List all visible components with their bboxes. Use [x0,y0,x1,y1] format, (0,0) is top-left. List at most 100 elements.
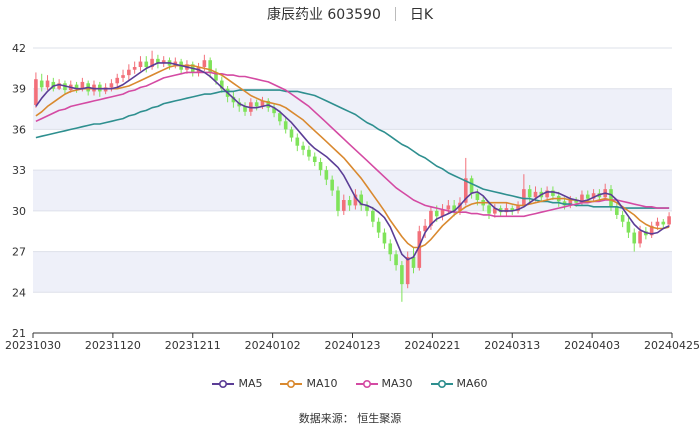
candle-body [144,61,149,67]
candle-body [289,129,294,138]
candle-body [463,178,468,203]
legend-marker-icon [355,379,378,388]
legend-label: MA10 [306,377,338,390]
candle-body [394,254,398,266]
candle-body [452,205,456,211]
candle-body [388,243,393,255]
candle-body [121,75,125,78]
candle-body [283,121,288,130]
candle-body [574,200,578,203]
legend-label: MA60 [456,377,488,390]
candle-body [429,210,433,226]
candle-body [545,190,549,198]
candle-body [219,80,224,89]
candle-body [527,189,532,198]
candle-body [609,189,613,207]
candle-body [533,191,538,198]
candle-body [208,60,212,73]
candle-body [551,190,555,196]
candle-body [434,210,439,217]
period-label: 日K [409,7,434,23]
candle-body [487,205,491,214]
candle-body [260,100,265,107]
candle-body [667,216,671,225]
legend-item-ma30[interactable]: MA30 [355,377,413,390]
candle-body [45,80,50,88]
candle-body [365,205,369,211]
candle-body [243,106,247,112]
candle-body [347,200,352,206]
ma60-line [35,89,670,209]
candle-body [353,194,358,206]
x-tick-label: 20240221 [404,339,460,352]
candle-body [254,102,259,107]
candle-body [655,221,660,226]
x-tick-label: 20231211 [165,339,221,352]
candle-body [80,81,85,89]
candle-body [371,210,375,222]
candle-body [138,61,143,67]
candle-body [318,162,323,171]
candle-body [458,202,462,211]
y-tick-label: 33 [12,164,26,177]
candle-body [156,58,160,63]
stock-name: 康辰药业 603590 [266,7,381,23]
candle-body [202,60,207,67]
candle-body [568,200,573,206]
candle-body [272,107,276,114]
y-tick-label: 42 [12,42,26,55]
candle-body [301,145,305,150]
candle-body [359,194,364,206]
candle-body [580,194,584,203]
ma30-line [35,71,670,218]
x-tick-label: 20240403 [564,339,620,352]
candle-body [516,205,520,211]
y-tick-label: 36 [12,123,26,136]
candle-body [127,69,131,76]
legend-item-ma10[interactable]: MA10 [280,377,338,390]
x-tick-label: 20240123 [325,339,381,352]
candle-body [382,232,387,244]
x-tick-label: 20240425 [644,339,700,352]
candle-body [632,232,637,244]
y-tick-label: 39 [12,83,26,96]
chart-title: 康辰药业 603590 日K [0,4,700,24]
candle-body [57,83,61,89]
candle-body [231,96,236,103]
candle-body [446,205,451,210]
y-tick-label: 27 [12,246,26,259]
candle-body [440,209,445,217]
candle-body [411,257,416,268]
candle-body [620,214,625,222]
candle-body [475,193,480,200]
candle-body [307,149,311,157]
candle-body [295,137,300,146]
x-tick-label: 20231030 [5,339,61,352]
grid-band [33,251,672,293]
legend-item-ma60[interactable]: MA60 [430,377,488,390]
ma5-line [35,62,670,261]
legend-marker-icon [212,379,235,388]
candle-body [341,200,346,211]
candle-body [214,72,218,81]
candle-body [649,225,654,236]
title-separator [394,7,396,21]
candle-body [34,79,38,105]
candle-body [522,189,526,206]
candle-body [336,190,340,211]
x-tick-label: 20240313 [484,339,540,352]
candle-body [115,77,120,84]
candle-body [469,178,474,194]
candle-body [615,206,619,215]
candle-body [132,67,137,70]
x-tick-label: 20231120 [85,339,141,352]
legend: MA5 MA10 MA30 MA60 [0,377,700,390]
candle-body [405,257,410,285]
x-tick-label: 20240102 [245,339,301,352]
grid-band [33,88,672,130]
candle-body [638,231,642,244]
candle-body [493,208,497,214]
candle-body [591,193,596,199]
legend-item-ma5[interactable]: MA5 [212,377,262,390]
